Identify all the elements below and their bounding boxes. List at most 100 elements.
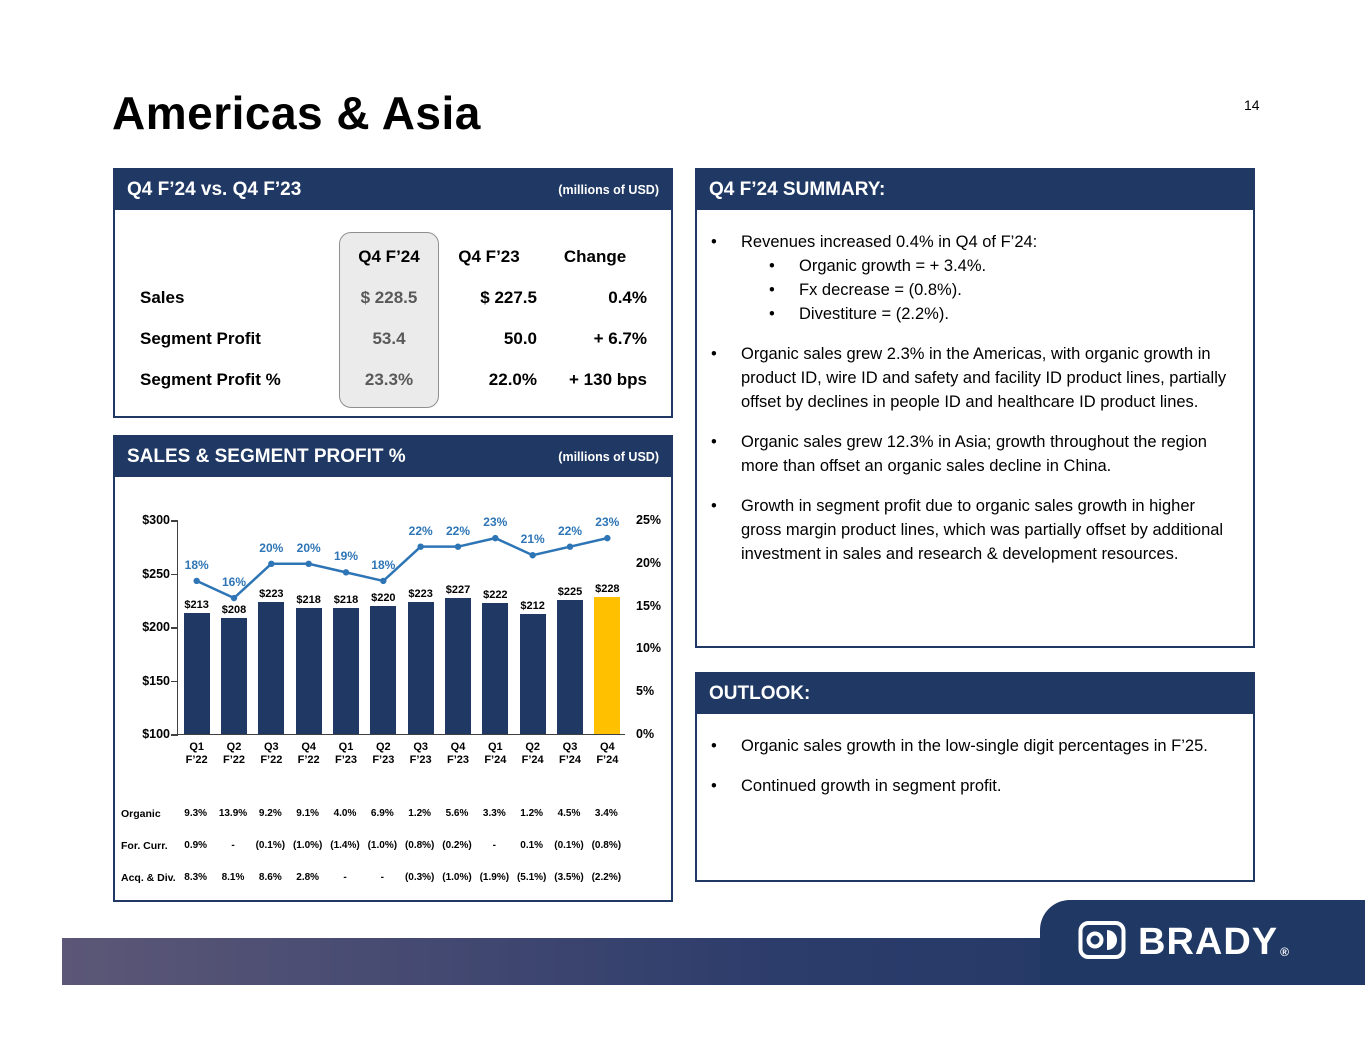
sub-bullet-text: Divestiture = (2.2%). [799,305,949,323]
sub-bullet-text: Organic growth = + 3.4%. [799,257,987,275]
growth-cell: (0.3%) [404,872,435,883]
x-axis-label: Q2 F’24 [521,741,544,766]
growth-cell: 1.2% [408,808,432,819]
left-axis-tick-label: $150 [142,673,170,688]
growth-cell: - [343,872,347,883]
x-axis-label: Q3 F’23 [409,741,432,766]
bullet-marker: • [711,497,717,515]
left-axis-tick-label: $200 [142,620,170,634]
bullet-marker: • [711,777,717,795]
line-value-label: 20% [259,540,284,555]
line-value-label: 22% [445,523,470,538]
segment-profit-line [193,534,611,602]
growth-cell: - [492,840,496,851]
column-header-current: Q4 F’24 [358,247,420,266]
bullet-text: Growth in segment profit due to organic … [741,497,1224,563]
sub-bullet-item: • Organic growth = + 3.4%. [769,254,1227,278]
growth-cell: 6.9% [370,808,394,819]
line-value-label: 23% [595,515,620,530]
chart-panel-header: SALES & SEGMENT PROFIT % (millions of US… [115,437,671,477]
growth-cell: (1.0%) [367,840,398,851]
growth-cell: 9.1% [296,808,320,819]
bullet-text: Organic sales grew 12.3% in Asia; growth… [741,433,1207,475]
sales-bar [557,600,583,734]
bar-value-label: $225 [557,586,583,599]
table-row: Segment Profit 53.4 50.0 + 6.7% [115,329,671,355]
bar-value-label: $220 [371,591,396,604]
brady-logo-box: BRADY ® [1040,900,1365,985]
axis-tick [171,680,178,683]
right-axis-tick-label: 20% [636,555,662,570]
sub-bullet-text: Fx decrease = (0.8%). [799,281,962,299]
growth-row-label: Organic [121,808,161,820]
summary-panel-title: Q4 F’24 SUMMARY: [709,179,886,200]
sales-bar [370,605,397,734]
segment-profit-current: 53.4 [372,329,406,348]
growth-cell: (0.1%) [255,840,286,851]
right-axis-tick-label: 10% [636,641,662,656]
line-value-label: 18% [184,557,209,572]
growth-cell: (0.2%) [442,840,472,851]
line-value-label: 22% [557,523,582,538]
x-axis-label: Q3 F’22 [260,741,283,766]
growth-cell: (0.1%) [554,840,584,851]
sub-bullet-marker: • [769,281,775,299]
sub-bullet-marker: • [769,257,775,275]
summary-panel: Q4 F’24 SUMMARY: • Revenues increased 0.4… [695,168,1255,648]
growth-cell: 4.0% [333,808,357,819]
outlook-panel-title: OUTLOOK: [709,683,811,704]
bullet-item: • Organic sales grew 2.3% in the Americas… [711,342,1227,414]
outlook-panel: OUTLOOK: • Organic sales growth in the lo… [695,672,1255,882]
bullet-text: Continued growth in segment profit. [741,777,1002,795]
x-axis-label: Q4 F’22 [297,741,320,766]
sales-current: $ 228.5 [360,288,418,307]
sales-bar [258,602,285,734]
comparison-panel: Q4 F’24 vs. Q4 F’23 (millions of USD) Q4… [113,168,673,418]
chart-panel-units: (millions of USD) [558,450,659,464]
sales-bar [221,618,247,734]
x-axis-label: Q4 F’24 [596,741,619,766]
bullet-marker: • [711,233,717,251]
current-quarter-highlight-box [339,232,439,408]
bullet-item: • Growth in segment profit due to organic… [711,494,1227,566]
bullet-item: • Organic sales grew 12.3% in Asia; growt… [711,430,1227,478]
growth-row-label: Acq. & Div. [121,872,176,884]
outlook-panel-header: OUTLOOK: [697,674,1253,714]
x-axis-label: Q1 F’24 [484,741,507,766]
bullet-text: Organic sales grew 2.3% in the Americas,… [741,345,1227,411]
bar-value-label: $208 [221,604,247,617]
segment-profit-pct-change: + 130 bps [569,370,647,389]
bar-value-label: $223 [408,588,433,601]
sales-bar [594,597,621,734]
growth-cell: (5.1%) [516,872,547,883]
summary-panel-header: Q4 F’24 SUMMARY: [697,170,1253,210]
chart-plot: $300 $250 $200 $150 $100 25% 20% 15% 10% 5% 0% $213… [142,513,661,766]
summary-body: • Revenues increased 0.4% in Q4 of F’24: •… [697,210,1253,566]
segment-profit-pct-prior: 22.0% [488,370,537,389]
comparison-panel-title: Q4 F’24 vs. Q4 F’23 [127,179,302,200]
comparison-panel-units: (millions of USD) [558,183,659,197]
bar-value-label: $227 [445,584,471,597]
growth-cell: 2.8% [296,872,320,883]
axis-tick [171,734,178,736]
sales-prior: $ 227.5 [480,288,537,307]
growth-cell: 8.6% [258,872,282,883]
right-axis-tick-label: 0% [636,727,655,741]
growth-cell: (2.2%) [591,872,622,883]
bar-value-label: $222 [483,589,508,602]
chart-panel-title: SALES & SEGMENT PROFIT % [127,446,406,467]
x-axis-label: Q1 F’22 [185,741,208,766]
right-axis-tick-label: 25% [636,513,662,527]
bullet-marker: • [711,737,717,755]
axis-tick [171,520,178,522]
left-axis-tick-label: $300 [142,513,170,527]
x-axis-label: Q2 F’22 [222,741,245,766]
growth-cell: (0.8%) [404,840,435,851]
growth-cell: 9.2% [258,808,282,819]
bullet-item: • Continued growth in segment profit. [711,774,1227,798]
sales-bar [333,607,359,734]
table-row: Sales $ 228.5 $ 227.5 0.4% [115,288,671,314]
growth-cell: 9.3% [184,808,208,819]
brady-logo-icon [1078,920,1126,965]
sales-bar [407,602,434,734]
